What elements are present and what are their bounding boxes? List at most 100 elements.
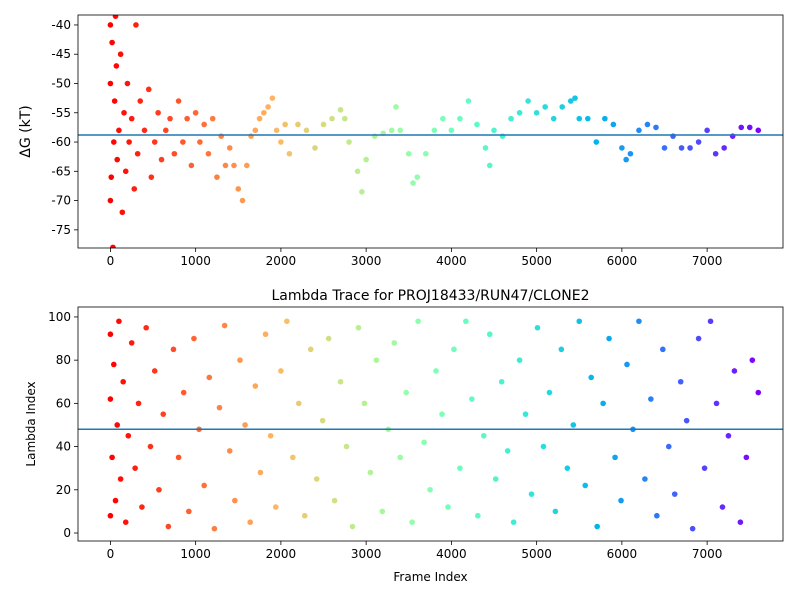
- point: [107, 396, 114, 402]
- point: [397, 454, 404, 461]
- point: [156, 486, 162, 493]
- point: [155, 109, 161, 116]
- point: [163, 127, 169, 134]
- point: [677, 378, 684, 385]
- point: [719, 504, 726, 510]
- point: [463, 318, 469, 325]
- point: [109, 454, 115, 461]
- point: [707, 318, 714, 325]
- point: [354, 168, 361, 175]
- y-tick-label: 0: [63, 526, 71, 540]
- point: [209, 115, 216, 122]
- point: [239, 197, 246, 204]
- point: [114, 422, 121, 428]
- point: [469, 396, 475, 402]
- point: [612, 454, 618, 461]
- point: [644, 121, 651, 128]
- point: [180, 389, 187, 396]
- point: [133, 22, 139, 28]
- point: [388, 127, 395, 134]
- point: [695, 139, 702, 145]
- point: [175, 98, 182, 104]
- point: [216, 404, 223, 411]
- point: [120, 378, 126, 385]
- point: [409, 519, 415, 526]
- point: [491, 127, 497, 134]
- point: [379, 508, 386, 515]
- point: [107, 80, 114, 87]
- point: [623, 156, 629, 163]
- point: [128, 115, 135, 122]
- point: [121, 109, 127, 116]
- point: [108, 174, 115, 180]
- point: [211, 525, 218, 532]
- point: [528, 491, 535, 497]
- point: [126, 139, 132, 145]
- point: [704, 127, 710, 134]
- point: [582, 482, 589, 489]
- point: [111, 361, 117, 368]
- point: [550, 115, 557, 122]
- point: [303, 127, 310, 134]
- point: [180, 139, 186, 145]
- x-axis-label: Frame Index: [393, 570, 467, 584]
- point: [132, 465, 138, 471]
- point: [307, 346, 314, 353]
- point: [687, 145, 693, 151]
- point: [124, 80, 131, 87]
- point: [415, 318, 421, 325]
- point: [689, 525, 696, 532]
- point: [232, 497, 238, 504]
- point: [221, 322, 228, 329]
- point: [114, 156, 121, 163]
- point: [109, 39, 115, 46]
- point: [743, 454, 750, 461]
- x-tick-label: 0: [107, 547, 115, 561]
- point: [273, 127, 280, 134]
- point: [107, 22, 114, 28]
- point: [252, 383, 259, 389]
- point: [278, 139, 284, 145]
- x-tick-label: 5000: [521, 254, 552, 268]
- point: [342, 115, 348, 122]
- point: [147, 443, 154, 450]
- point: [499, 133, 506, 139]
- point: [746, 124, 753, 131]
- x-tick-label: 3000: [351, 254, 382, 268]
- y-tick-label: -65: [51, 164, 71, 178]
- point: [671, 491, 678, 497]
- y-tick-label: -75: [51, 223, 71, 237]
- point: [600, 400, 606, 407]
- point: [107, 512, 114, 519]
- point: [602, 115, 608, 122]
- point: [122, 168, 129, 175]
- y-tick-label: -40: [51, 18, 71, 32]
- point: [295, 121, 301, 128]
- point: [282, 121, 288, 128]
- point: [737, 519, 744, 526]
- point: [457, 115, 463, 122]
- point: [624, 361, 630, 368]
- point: [433, 368, 439, 374]
- point: [191, 335, 197, 342]
- point: [272, 504, 279, 510]
- point: [148, 174, 155, 180]
- point: [201, 482, 207, 489]
- y-tick-label: -70: [51, 194, 71, 208]
- point: [363, 156, 369, 163]
- point: [359, 188, 365, 195]
- point: [683, 417, 690, 424]
- point: [151, 139, 158, 145]
- point: [440, 115, 446, 122]
- point: [498, 378, 505, 385]
- y-tick-label: -60: [51, 135, 71, 149]
- point: [116, 318, 122, 325]
- point: [301, 512, 308, 519]
- point: [226, 448, 233, 454]
- point: [257, 469, 264, 476]
- point: [343, 443, 350, 450]
- point: [546, 389, 553, 396]
- point: [465, 98, 472, 104]
- point: [214, 174, 220, 180]
- point: [160, 411, 167, 417]
